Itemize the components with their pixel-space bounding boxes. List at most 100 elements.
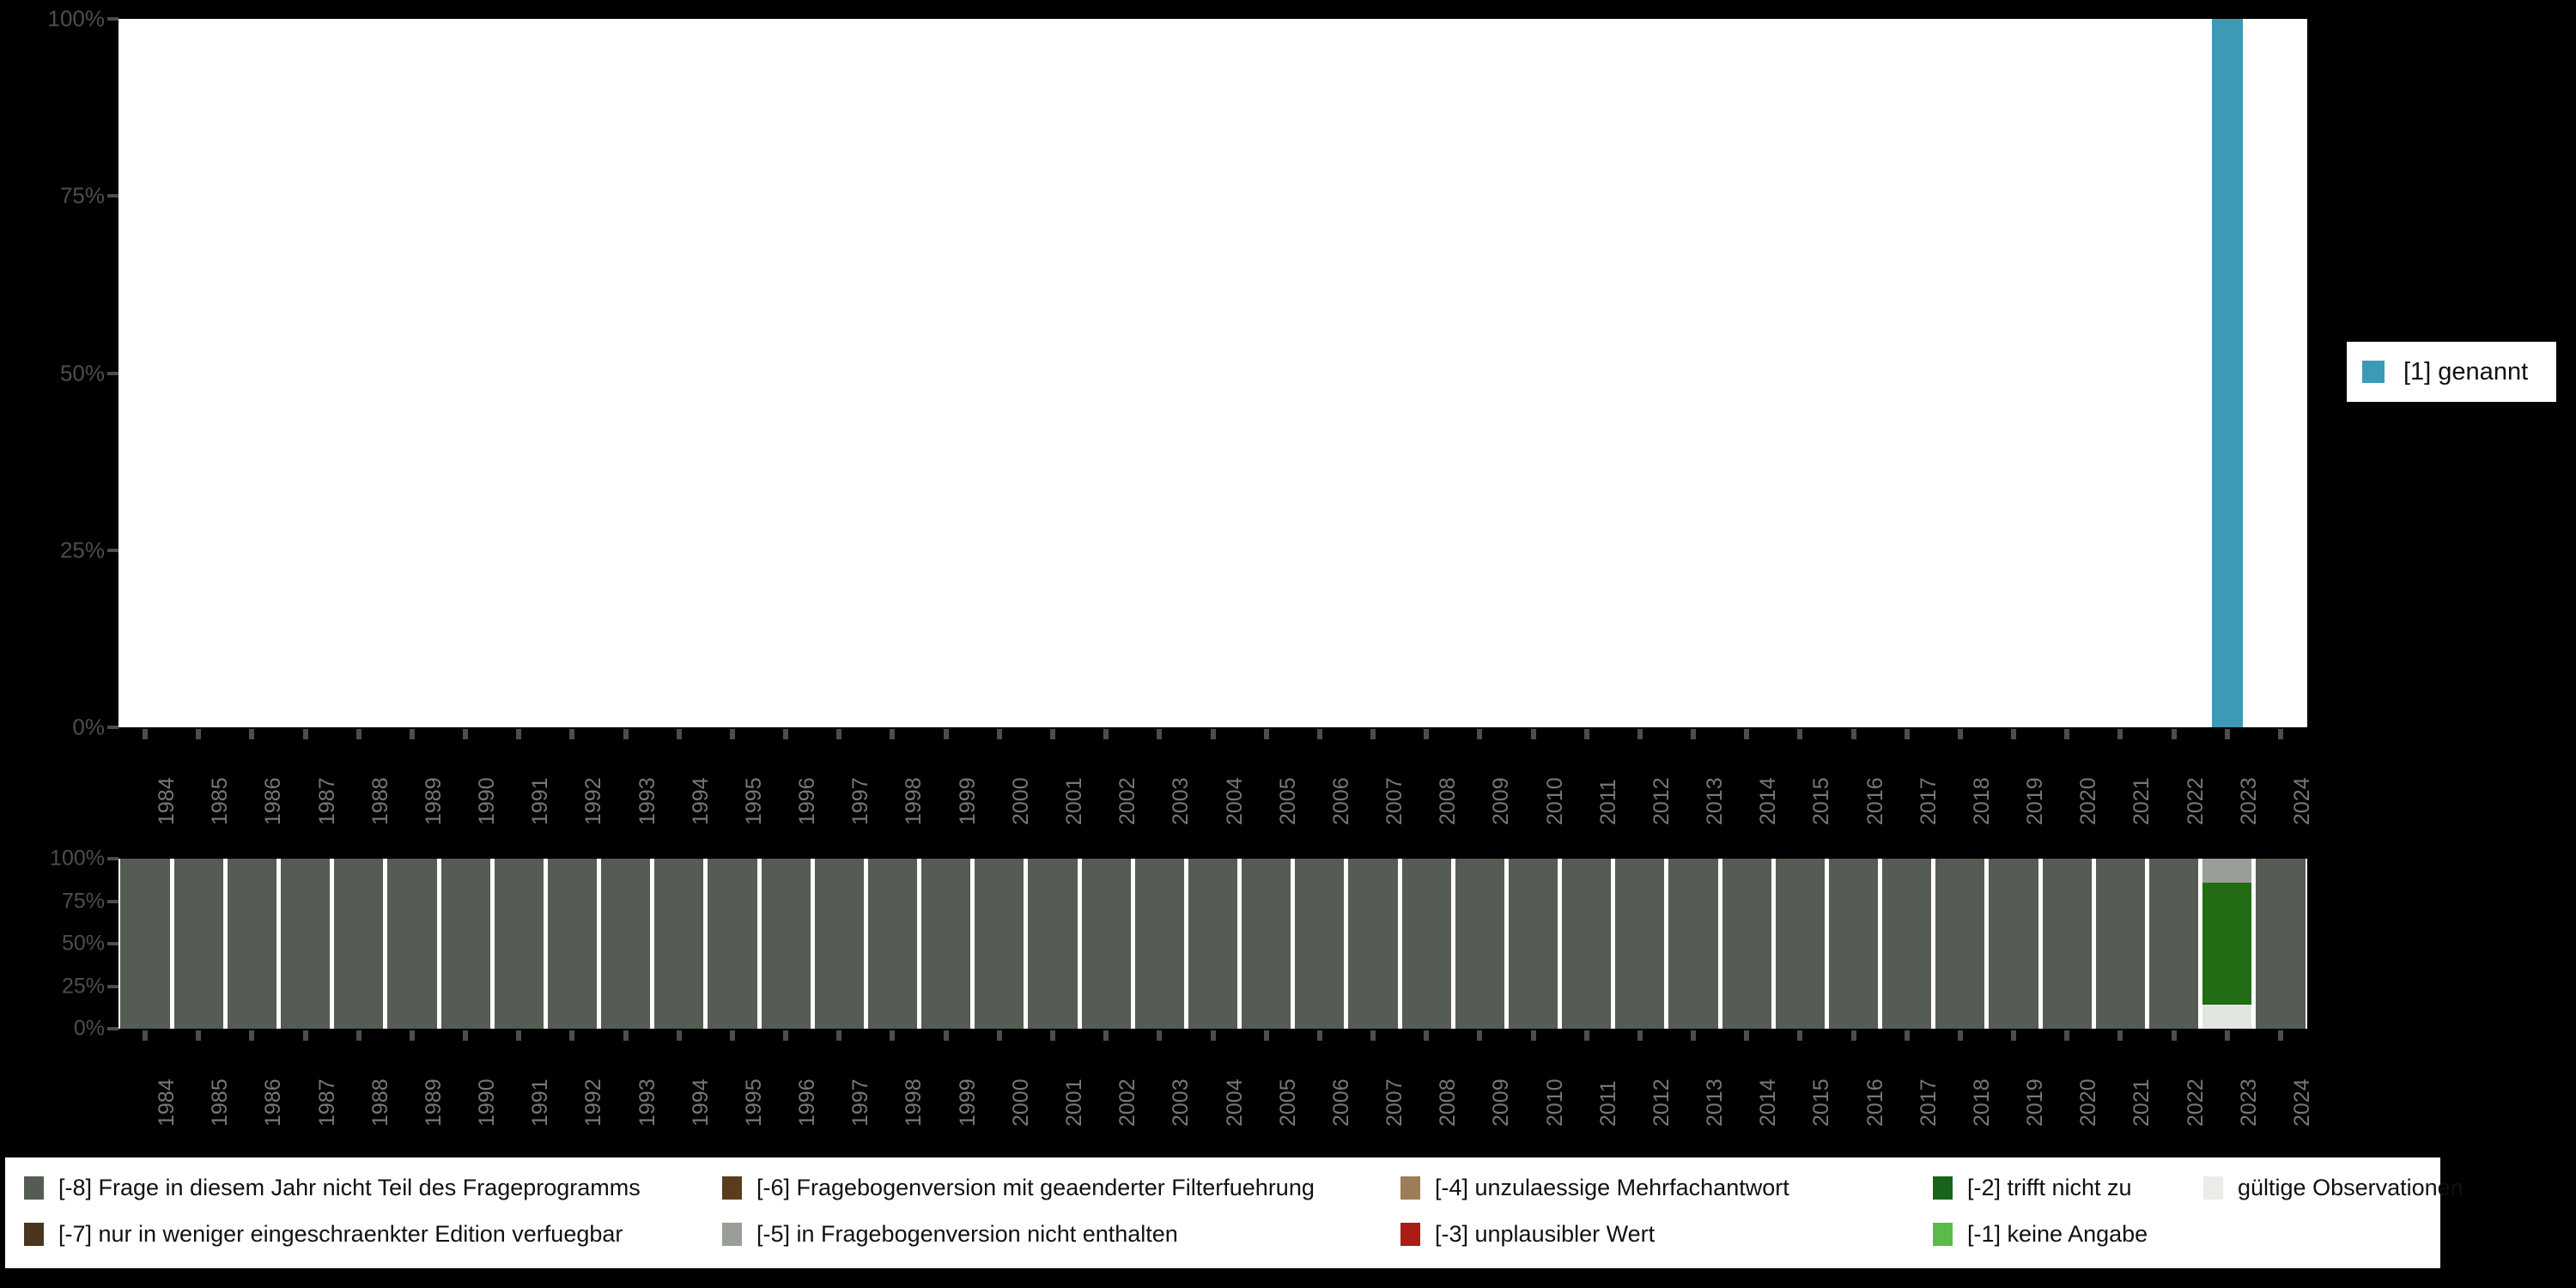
bottom-bar-1989 [387, 859, 437, 1029]
x-tick-label: 1998 [902, 1078, 927, 1127]
x-tick-label: 1997 [848, 777, 873, 825]
x-tick-label: 2002 [1115, 1078, 1140, 1127]
bottom-bar-1986 [227, 859, 277, 1029]
x-tick-label: 2019 [2023, 777, 2048, 825]
bottom-bar-2018 [1935, 859, 1985, 1029]
x-tick-label: 2021 [2129, 777, 2154, 825]
x-tick-mark [890, 1030, 896, 1041]
bottom-bar-1988 [334, 859, 384, 1029]
x-tick-mark [1957, 729, 1963, 739]
top-y-tick-mark [107, 194, 118, 198]
legend-item[interactable]: [-3] unplausibler Wert [1400, 1219, 1655, 1249]
x-tick-label: 1995 [741, 1078, 766, 1127]
x-tick-label: 2000 [1008, 1078, 1033, 1127]
top-y-tick-mark [107, 548, 118, 552]
x-tick-mark [1691, 729, 1697, 739]
x-tick-mark [623, 729, 629, 739]
x-tick-label: 2022 [2183, 1078, 2208, 1127]
bottom-bar-segment [1882, 859, 1932, 1029]
bottom-bar-segment [2202, 1005, 2252, 1029]
x-tick-label: 2010 [1542, 1078, 1567, 1127]
bottom-y-tick-label: 50% [61, 931, 105, 956]
x-tick-mark [2064, 729, 2070, 739]
x-tick-mark [729, 729, 735, 739]
x-tick-label: 1992 [581, 1078, 606, 1127]
bottom-bar-1984 [120, 859, 170, 1029]
bottom-bar-segment [1935, 859, 1985, 1029]
bottom-bar-1990 [440, 859, 490, 1029]
bottom-bar-segment [2148, 859, 2199, 1029]
bottom-bar-2009 [1455, 859, 1504, 1029]
bottom-bar-segment [1401, 859, 1451, 1029]
x-tick-mark [463, 1030, 469, 1041]
x-tick-label: 2004 [1222, 1078, 1247, 1127]
bottom-bar-segment [2202, 882, 2252, 1005]
bottom-bar-segment [280, 859, 331, 1029]
legend-item-label: [-3] unplausibler Wert [1435, 1220, 1656, 1247]
bottom-bar-segment [2042, 859, 2092, 1029]
x-tick-label: 2014 [1756, 1078, 1781, 1127]
x-tick-label: 1985 [208, 777, 233, 825]
bottom-y-tick-label: 25% [61, 974, 105, 998]
bottom-bar-segment [1615, 859, 1665, 1029]
x-tick-label: 1988 [368, 777, 392, 825]
x-tick-mark [1691, 1030, 1697, 1041]
legend-item[interactable]: [-8] Frage in diesem Jahr nicht Teil des… [24, 1173, 641, 1202]
legend-item[interactable]: [-2] trifft nicht zu [1933, 1173, 2132, 1202]
x-tick-mark [143, 1030, 149, 1041]
bottom-bar-2011 [1562, 859, 1612, 1029]
x-tick-label: 2013 [1703, 777, 1728, 825]
bottom-panel-plot-area [118, 859, 2307, 1029]
legend-item[interactable]: [-6] Fragebogenversion mit geaenderter F… [722, 1173, 1315, 1202]
x-tick-mark [196, 1030, 202, 1041]
legend-item[interactable]: [1] genannt [2347, 358, 2528, 386]
x-tick-label: 2013 [1703, 1078, 1728, 1127]
x-tick-label: 2002 [1115, 777, 1140, 825]
x-tick-mark [1530, 1030, 1536, 1041]
bottom-bar-2001 [1028, 859, 1078, 1029]
x-tick-label: 1984 [155, 1078, 179, 1127]
x-tick-label: 2012 [1649, 1078, 1674, 1127]
bottom-bar-segment [601, 859, 651, 1029]
x-tick-mark [623, 1030, 629, 1041]
x-tick-label: 2006 [1328, 1078, 1353, 1127]
x-tick-label: 1990 [475, 777, 500, 825]
x-tick-mark [1424, 729, 1430, 739]
legend-item[interactable]: [-5] in Fragebogenversion nicht enthalte… [722, 1219, 1178, 1249]
x-tick-mark [783, 1030, 789, 1041]
x-tick-label: 2004 [1222, 777, 1247, 825]
x-tick-mark [1424, 1030, 1430, 1041]
x-tick-label: 1991 [528, 1078, 553, 1127]
x-tick-label: 1989 [421, 1078, 446, 1127]
x-tick-label: 2017 [1916, 1078, 1941, 1127]
x-tick-mark [1637, 1030, 1643, 1041]
bottom-bar-segment [387, 859, 437, 1029]
legend-item[interactable]: gültige Observationen [2203, 1173, 2464, 1202]
x-tick-mark [1210, 1030, 1216, 1041]
bottom-bar-segment [975, 859, 1024, 1029]
bottom-bar-segment [227, 859, 277, 1029]
x-tick-mark [1157, 1030, 1163, 1041]
legend-swatch-icon [24, 1222, 44, 1246]
x-tick-mark [2117, 729, 2123, 739]
legend-item[interactable]: [-1] keine Angabe [1933, 1219, 2148, 1249]
legend-item-label: [-4] unzulaessige Mehrfachantwort [1435, 1174, 1789, 1200]
x-tick-mark [569, 729, 575, 739]
x-tick-mark [676, 729, 682, 739]
x-tick-mark [1103, 1030, 1109, 1041]
x-tick-label: 2007 [1382, 777, 1406, 825]
missing-codes-legend: [-8] Frage in diesem Jahr nicht Teil des… [5, 1157, 2464, 1268]
bottom-bar-segment [440, 859, 490, 1029]
x-tick-mark [302, 729, 308, 739]
x-tick-label: 2022 [2183, 777, 2208, 825]
bottom-bar-2016 [1828, 859, 1879, 1029]
bottom-y-tick-mark [107, 1027, 118, 1030]
x-tick-label: 2010 [1542, 777, 1567, 825]
x-tick-mark [783, 729, 789, 739]
legend-swatch-icon [722, 1176, 742, 1200]
x-tick-mark [1850, 1030, 1856, 1041]
legend-item[interactable]: [-4] unzulaessige Mehrfachantwort [1400, 1173, 1789, 1202]
legend-item[interactable]: [-7] nur in weniger eingeschraenkter Edi… [24, 1219, 623, 1249]
bottom-y-tick-mark [107, 857, 118, 860]
top-y-tick-label: 0% [72, 714, 105, 740]
